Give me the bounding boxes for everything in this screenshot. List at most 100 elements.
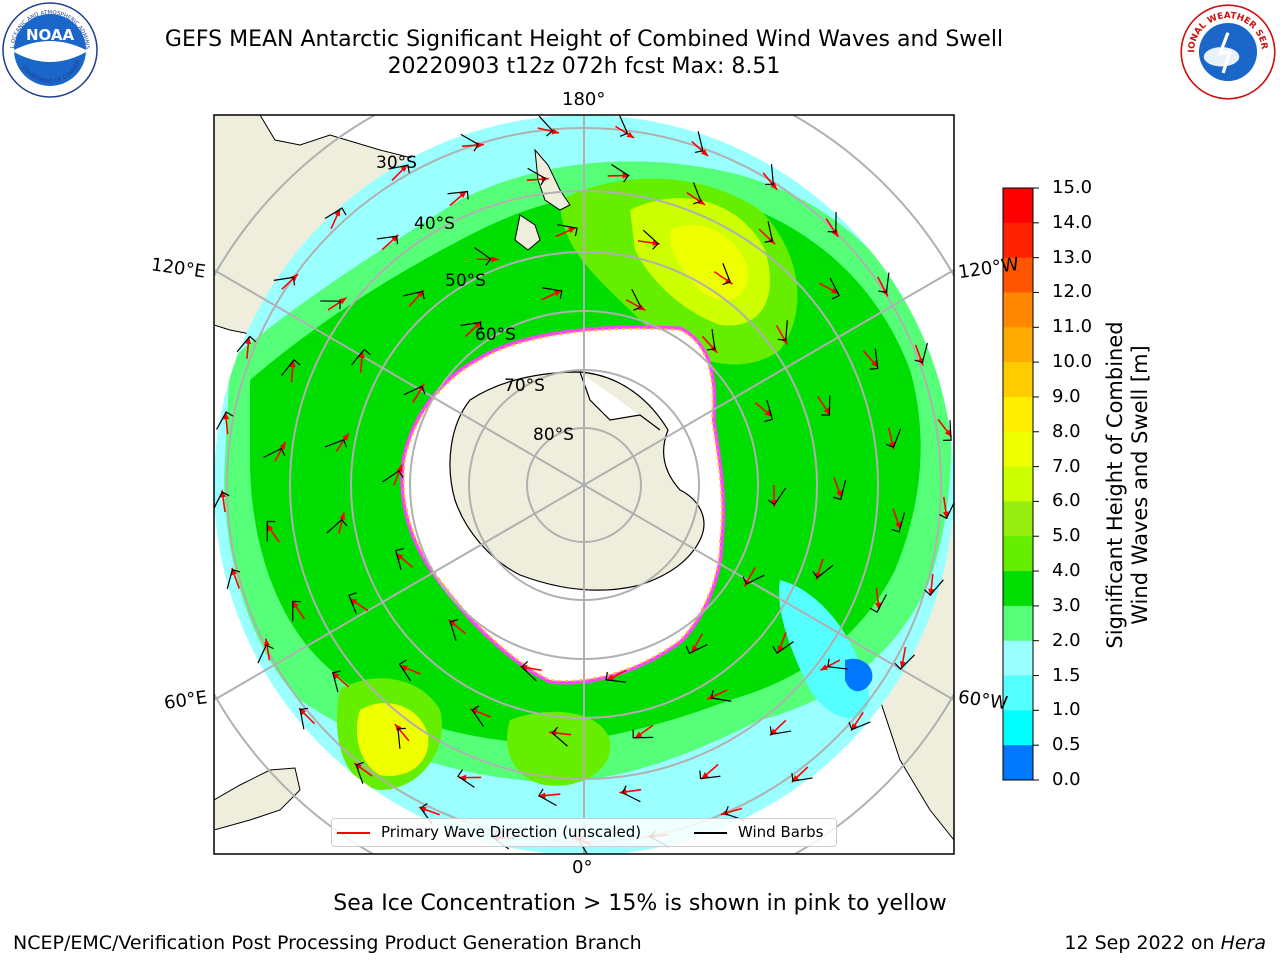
wave-arrow-head (394, 723, 402, 732)
wave-arrow-head (332, 672, 340, 680)
wind-barb (299, 707, 309, 730)
wind-barb (699, 770, 721, 780)
wave-arrow-head (554, 290, 562, 297)
wave-arrow-head (771, 499, 778, 507)
colorbar-tick-label: 9.0 (1052, 385, 1081, 407)
wind-barb (348, 592, 357, 615)
wind-barb (832, 479, 847, 501)
wind-barb (764, 400, 774, 422)
lat-label-30s: 30°S (376, 153, 417, 173)
colorbar-segment (1003, 640, 1033, 677)
wave-arrow-head (724, 277, 733, 285)
wind-barb (520, 661, 537, 682)
wind-barb (273, 276, 296, 286)
colorbar-tick-label: 6.0 (1052, 490, 1081, 512)
wind-barb (812, 564, 834, 579)
wind-barb (332, 670, 341, 693)
wind-barb (605, 671, 627, 683)
svg-text:NOAA: NOAA (26, 26, 75, 44)
lat-label-40s: 40°S (414, 214, 455, 234)
wind-barb (632, 729, 654, 739)
wind-barb (631, 288, 642, 311)
legend-item-wave-direction: Primary Wave Direction (unscaled) (337, 823, 641, 841)
wind-barb (885, 428, 902, 449)
wind-barb (642, 229, 659, 250)
footer-credit: NCEP/EMC/Verification Post Processing Pr… (13, 932, 642, 954)
sea-ice-note: Sea Ice Concentration > 15% is shown in … (333, 891, 947, 916)
wind-barb (685, 643, 708, 655)
chart-subtitle-forecast: 20220903 t12z 072h fcst Max: 8.51 (387, 54, 781, 79)
colorbar-segment (1003, 536, 1033, 572)
land-africa (214, 767, 301, 831)
wind-barb (694, 131, 704, 154)
colorbar-tick-label: 0.0 (1052, 769, 1081, 790)
wave-arrow-head (459, 191, 467, 198)
legend-barb-line (694, 831, 727, 834)
colorbar (1003, 187, 1039, 781)
wave-arrow-head (836, 490, 842, 498)
wind-barb (767, 487, 787, 506)
colorbar-tick-label: 2.0 (1052, 629, 1081, 651)
wind-barb (292, 600, 301, 622)
wave-arrow-head (831, 229, 839, 237)
wave-arrow-head (700, 149, 709, 157)
colorbar-segment (1003, 188, 1033, 224)
colorbar-tick-label: 13.0 (1052, 246, 1093, 268)
wind-barb (914, 342, 929, 364)
wave-arrow-head (895, 521, 901, 530)
wind-barb (939, 501, 954, 520)
wind-barb (457, 769, 475, 788)
wave-arrow-head (245, 336, 252, 345)
wind-barb (324, 438, 348, 448)
colorbar-tick-label: 5.0 (1052, 525, 1081, 547)
wind-barb (538, 115, 554, 137)
wave-arrow-head (459, 774, 467, 781)
wind-barb (473, 246, 492, 266)
wave-direction-arrows (220, 125, 953, 846)
wind-barb (618, 115, 629, 137)
wind-barb (449, 618, 459, 641)
wind-barb (827, 211, 837, 233)
colorbar-segment (1003, 292, 1033, 328)
wave-arrow-head (606, 674, 615, 681)
wave-arrow-head (358, 350, 365, 359)
map-legend: Primary Wave Direction (unscaled) Wind B… (331, 818, 837, 847)
colorbar-tick-label: 0.5 (1052, 734, 1081, 756)
wave-arrow-head (342, 433, 349, 441)
wind-barb (226, 568, 241, 590)
wind-barb (376, 235, 399, 245)
wind-barb (402, 290, 425, 300)
wave-arrow-head (395, 553, 404, 561)
wind-barb (351, 348, 371, 366)
lat-label-70s: 70°S (504, 376, 545, 396)
wind-barb (772, 641, 794, 654)
wind-barb (403, 385, 426, 396)
wave-arrow-head (538, 792, 546, 799)
map-border (213, 114, 955, 855)
wave-arrow-head (491, 256, 499, 263)
wave-arrow-head (338, 297, 347, 305)
wave-arrow-head (875, 602, 882, 610)
colorbar-tick-label: 10.0 (1052, 351, 1093, 373)
wave-arrow-head (634, 731, 643, 739)
colorbar-segment (1003, 222, 1033, 259)
colorbar-segment (1003, 710, 1033, 746)
wind-barb (869, 348, 879, 370)
wave-arrow-head (551, 128, 560, 135)
wave-arrow-head (652, 239, 660, 246)
wind-barb (827, 658, 848, 670)
colorbar-segment (1003, 431, 1033, 468)
colorbar-segment (1003, 571, 1033, 607)
wind-barb (765, 164, 774, 186)
wind-barb (460, 321, 483, 331)
wind-barb (281, 359, 301, 376)
wave-arrow-head (474, 321, 482, 329)
noaa-logo: NOAA NATIONAL OCEANIC AND ATMOSPHERIC AD… (2, 2, 98, 98)
wind-barb (355, 761, 364, 784)
wind-barb (829, 277, 840, 300)
colorbar-tick-label: 14.0 (1052, 211, 1093, 233)
wind-barb (214, 491, 230, 510)
wave-arrow-head (637, 304, 646, 311)
footer-date: 12 Sep 2022 on Hera (1064, 932, 1266, 954)
colorbar-tick-label: 11.0 (1052, 316, 1093, 338)
